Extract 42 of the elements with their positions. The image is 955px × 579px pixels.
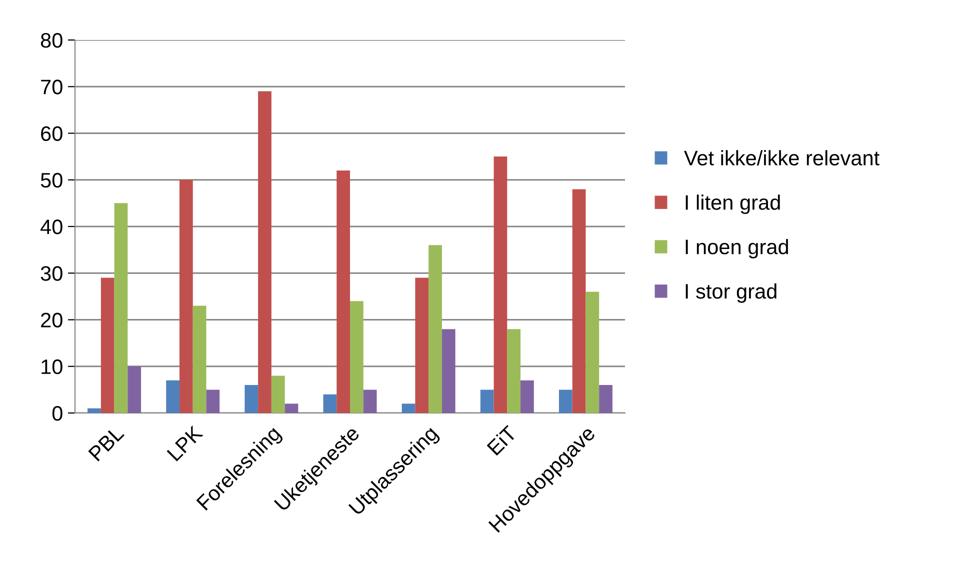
bar [336, 170, 350, 413]
bar [100, 278, 114, 413]
bar [128, 366, 142, 413]
y-tick-label: 70 [41, 80, 62, 94]
bar [284, 404, 298, 413]
x-tick-label: PBL [88, 425, 124, 462]
bar [402, 404, 416, 413]
y-tick-label: 60 [41, 126, 62, 142]
y-tick-label: 10 [42, 359, 62, 374]
bar [350, 301, 364, 413]
bar [586, 292, 600, 413]
bar [244, 385, 258, 413]
legend-label: I noen grad [686, 239, 788, 258]
bar [114, 203, 128, 413]
y-tick-label: 50 [40, 172, 62, 188]
bar [258, 91, 272, 413]
bar [88, 408, 101, 413]
y-tick-label: 30 [40, 266, 62, 281]
bar [520, 380, 534, 413]
bar [192, 306, 206, 413]
y-tick-label: 40 [40, 220, 62, 234]
bar [507, 329, 521, 413]
bar [494, 156, 508, 413]
bar [323, 394, 337, 413]
bar [363, 390, 377, 413]
bar [480, 390, 494, 413]
y-tick-label: 80 [40, 33, 62, 48]
bar [206, 390, 220, 413]
bar [415, 278, 429, 413]
legend-label: Vet ikke/ikke relevant [684, 150, 880, 166]
legend-label: I liten grad [686, 194, 780, 214]
y-tick-label: 0 [52, 406, 62, 421]
bar [442, 329, 456, 413]
bar [558, 390, 572, 413]
bar [179, 180, 193, 413]
bar [271, 376, 285, 413]
bar [428, 245, 442, 413]
y-tick-label: 20 [41, 312, 62, 328]
bar [166, 380, 180, 413]
legend-label: I stor grad [686, 283, 776, 303]
bar [599, 385, 612, 413]
bar [572, 189, 586, 413]
